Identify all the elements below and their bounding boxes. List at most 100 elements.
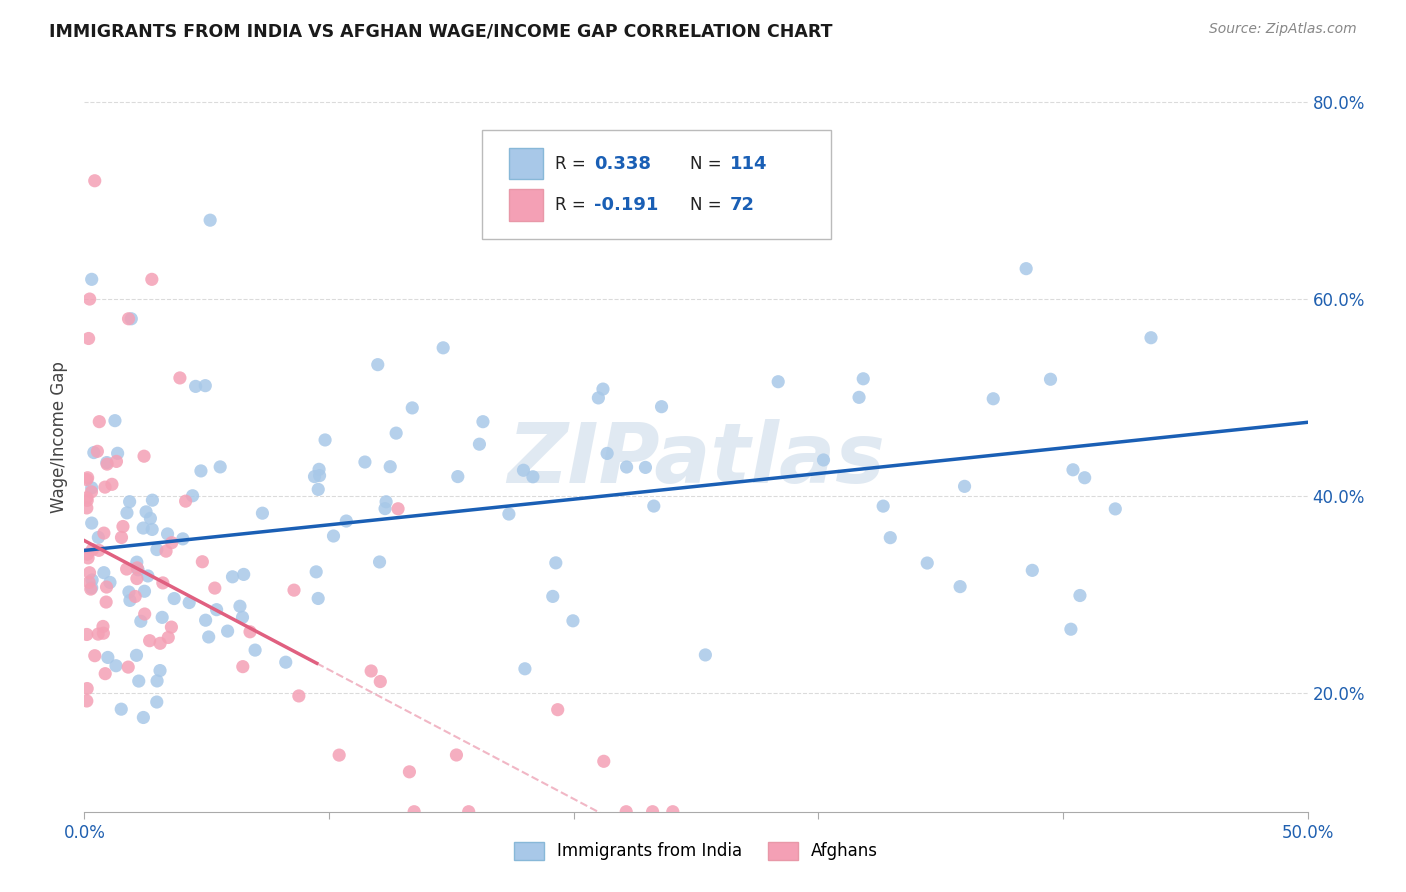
Point: [117, 660, 139, 674]
Point: [146, 695, 169, 709]
Point: [616, 460, 638, 475]
Point: [93, 566, 115, 580]
Point: [522, 470, 544, 484]
Point: [97, 650, 120, 665]
Point: [1073, 471, 1095, 485]
Point: [274, 655, 297, 669]
Point: [80, 516, 103, 530]
Point: [304, 469, 326, 483]
Point: [77, 575, 100, 590]
Point: [766, 375, 789, 389]
Point: [981, 392, 1004, 406]
Point: [380, 459, 402, 474]
Point: [432, 341, 454, 355]
Point: [231, 610, 253, 624]
Point: [76, 627, 98, 641]
Point: [83, 174, 105, 188]
Point: [76, 493, 98, 508]
Point: [197, 630, 219, 644]
Point: [101, 477, 124, 491]
Point: [872, 499, 894, 513]
Point: [813, 453, 835, 467]
Point: [305, 565, 328, 579]
Point: [104, 658, 127, 673]
Point: [82, 573, 104, 587]
Point: [184, 379, 207, 393]
Point: [879, 531, 901, 545]
Text: Source: ZipAtlas.com: Source: ZipAtlas.com: [1209, 22, 1357, 37]
Point: [98, 575, 121, 590]
Point: [134, 607, 156, 621]
Point: [125, 648, 148, 663]
Point: [115, 506, 138, 520]
Point: [141, 272, 163, 286]
Point: [471, 415, 494, 429]
Point: [155, 544, 177, 558]
Point: [80, 484, 103, 499]
Point: [457, 805, 479, 819]
Point: [149, 664, 172, 678]
Point: [367, 358, 389, 372]
Point: [96, 580, 118, 594]
Point: [401, 401, 423, 415]
Point: [512, 463, 534, 477]
Point: [194, 613, 217, 627]
Point: [94, 480, 117, 494]
Point: [104, 414, 127, 428]
Point: [191, 555, 214, 569]
Point: [83, 445, 105, 459]
Point: [76, 473, 98, 487]
Point: [232, 659, 254, 673]
Text: 114: 114: [730, 154, 768, 172]
Point: [368, 674, 391, 689]
Point: [80, 581, 103, 595]
Point: [544, 556, 567, 570]
Y-axis label: Wage/Income Gap: Wage/Income Gap: [51, 361, 69, 513]
Point: [89, 415, 111, 429]
Point: [1062, 463, 1084, 477]
Point: [198, 213, 221, 227]
Point: [368, 555, 391, 569]
Point: [387, 501, 409, 516]
Point: [588, 391, 610, 405]
Point: [1069, 589, 1091, 603]
Point: [107, 446, 129, 460]
Point: [125, 555, 148, 569]
Point: [283, 583, 305, 598]
Point: [135, 505, 157, 519]
Point: [110, 702, 132, 716]
Point: [134, 584, 156, 599]
Point: [614, 805, 637, 819]
Point: [385, 426, 408, 441]
Point: [314, 433, 336, 447]
Point: [217, 624, 239, 639]
Point: [468, 437, 491, 451]
Point: [76, 681, 98, 696]
Point: [662, 805, 685, 819]
Point: [76, 491, 98, 505]
Point: [118, 593, 141, 607]
Point: [157, 631, 180, 645]
Point: [96, 457, 118, 471]
Point: [221, 570, 243, 584]
Point: [204, 581, 226, 595]
Point: [592, 754, 614, 768]
Point: [172, 532, 194, 546]
Point: [695, 648, 717, 662]
Point: [252, 506, 274, 520]
Point: [288, 689, 311, 703]
Text: -0.191: -0.191: [595, 196, 659, 214]
Point: [1015, 261, 1038, 276]
Point: [125, 572, 148, 586]
Point: [328, 748, 350, 763]
Point: [354, 455, 377, 469]
Point: [1060, 622, 1083, 636]
Point: [77, 550, 100, 565]
Point: [129, 614, 152, 628]
Point: [80, 582, 103, 596]
Point: [953, 479, 976, 493]
Point: [561, 614, 583, 628]
Point: [120, 311, 142, 326]
Point: [239, 624, 262, 639]
Point: [79, 292, 101, 306]
